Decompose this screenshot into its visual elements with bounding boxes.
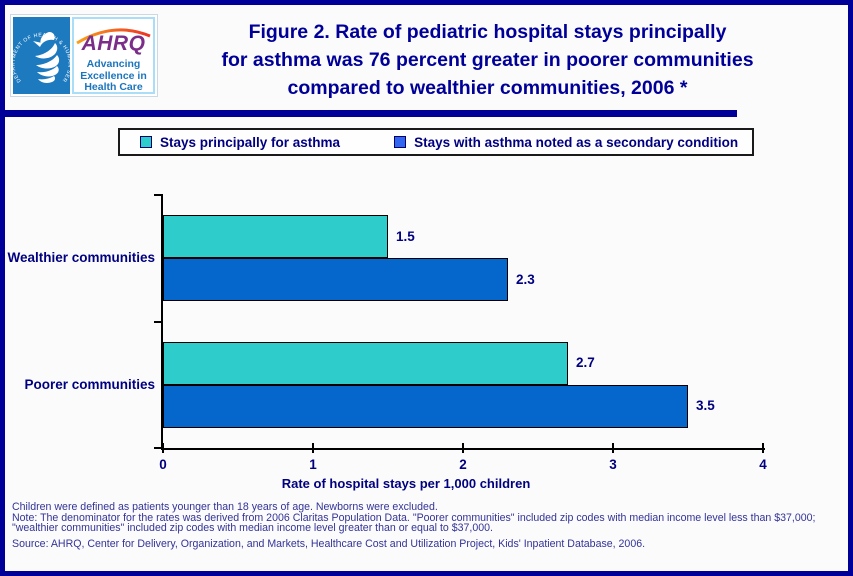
- legend-item-principal: Stays principally for asthma: [140, 135, 340, 150]
- bar-value-label: 2.7: [576, 355, 595, 371]
- footnotes: Children were defined as patients younge…: [12, 502, 845, 549]
- ahrq-hhs-logo: DEPARTMENT OF HEALTH & HUMAN SERVICES · …: [10, 13, 158, 97]
- figure-title: Figure 2. Rate of pediatric hospital sta…: [221, 21, 754, 99]
- bar-secondary: [163, 384, 688, 428]
- ahrq-wordmark: AHRQ Advancing Excellence in Health Care: [72, 17, 155, 94]
- x-axis-tick: [162, 443, 164, 453]
- legend-label: Stays principally for asthma: [160, 134, 341, 150]
- bar-value-label: 2.3: [516, 271, 535, 287]
- y-axis-line: [161, 195, 163, 450]
- x-axis-tick-label: 3: [609, 457, 617, 472]
- plot-area: Rate of hospital stays per 1,000 childre…: [7, 194, 767, 491]
- x-axis-tick-label: 1: [309, 457, 317, 472]
- chart-legend: Stays principally for asthma Stays with …: [118, 128, 754, 156]
- footnote-denominator: Note: The denominator for the rates was …: [12, 511, 816, 535]
- title-divider: [5, 110, 737, 117]
- hhs-seal: DEPARTMENT OF HEALTH & HUMAN SERVICES · …: [10, 13, 72, 94]
- bar-principal: [163, 215, 388, 259]
- ahrq-acronym: AHRQ: [81, 32, 146, 55]
- legend-swatch: [140, 136, 152, 148]
- x-axis-tick: [612, 443, 614, 453]
- category-label: Wealthier communities: [7, 250, 155, 266]
- bar-value-label: 1.5: [396, 228, 415, 244]
- x-axis-tick: [462, 443, 464, 453]
- y-axis-tick: [154, 194, 163, 196]
- y-axis-tick: [154, 447, 163, 449]
- legend-label: Stays with asthma noted as a secondary c…: [414, 134, 739, 150]
- bar-principal: [163, 341, 568, 385]
- y-axis-tick: [154, 320, 163, 323]
- legend-item-secondary: Stays with asthma noted as a secondary c…: [394, 135, 738, 150]
- x-axis-tick-label: 0: [159, 457, 167, 472]
- footnote-population: Children were defined as patients younge…: [12, 501, 438, 513]
- x-axis-tick-label: 4: [759, 457, 767, 472]
- bar-value-label: 3.5: [696, 398, 715, 414]
- source-citation: Source: AHRQ, Center for Delivery, Organ…: [12, 537, 646, 550]
- x-axis-tick-label: 2: [459, 457, 467, 472]
- legend-swatch: [394, 136, 407, 148]
- x-axis-tick: [762, 443, 764, 453]
- ahrq-tagline: Advancing Excellence in Health Care: [80, 58, 147, 93]
- ahrq-arc-icon: [76, 28, 151, 45]
- hhs-eagle-icon: DEPARTMENT OF HEALTH & HUMAN SERVICES · …: [10, 13, 72, 94]
- x-axis-title: Rate of hospital stays per 1,000 childre…: [281, 476, 531, 491]
- x-axis-tick: [312, 443, 314, 453]
- category-label: Poorer communities: [24, 376, 155, 392]
- bar-secondary: [163, 258, 508, 302]
